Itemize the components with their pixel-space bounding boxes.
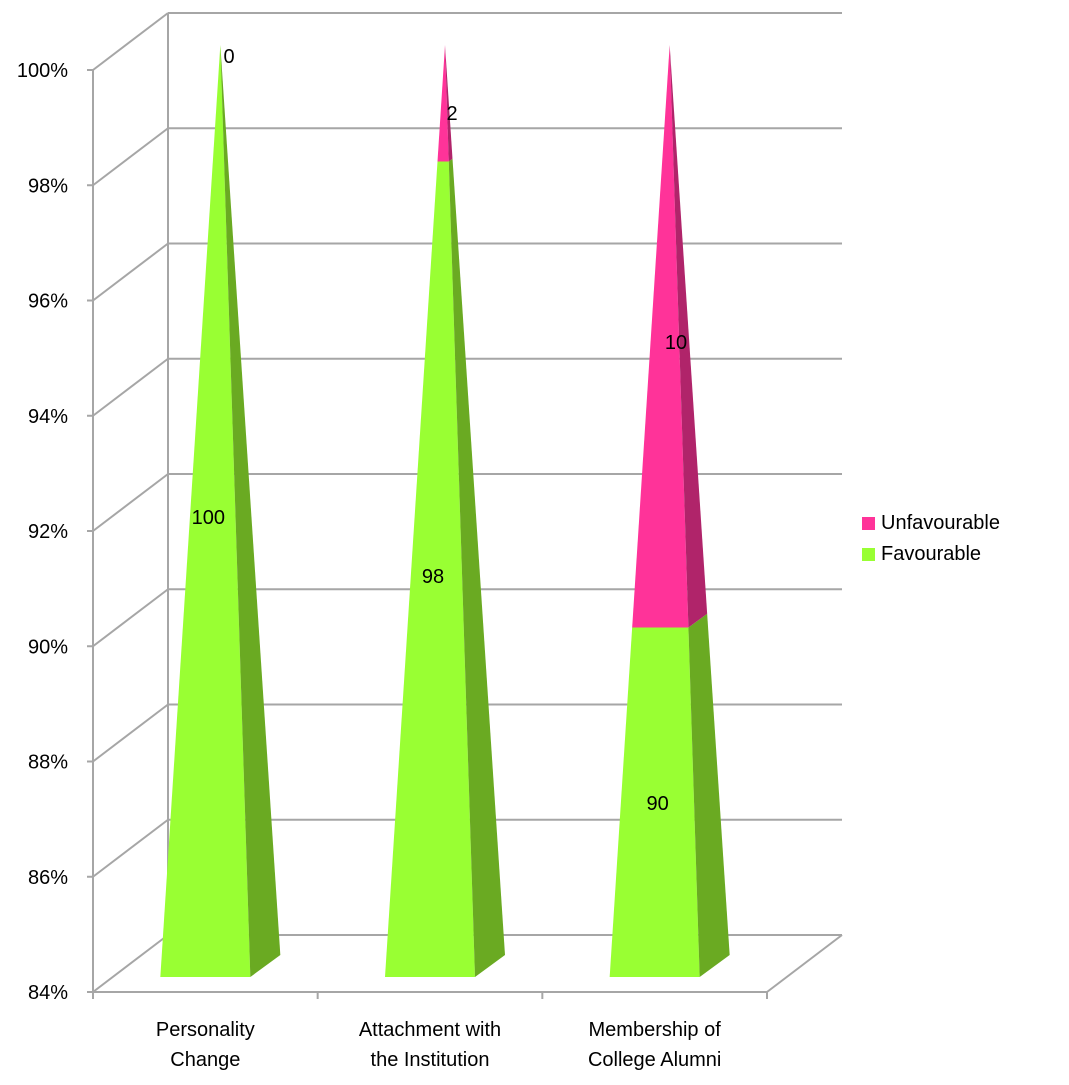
data-label-unfavourable: 2 (446, 103, 457, 125)
pyramid-favourable-side (448, 158, 505, 977)
y-axis-ticks: 84% 86% 88% 90% 92% 94% 96% 98% 100% (17, 60, 93, 1004)
legend: Unfavourable Favourable (862, 508, 1000, 570)
y-tick-label: 98% (28, 175, 68, 197)
y-tick-label: 90% (28, 636, 68, 658)
data-label-unfavourable: 0 (223, 46, 234, 68)
gridline-side (92, 588, 169, 648)
x-category-label: the Institution (371, 1049, 490, 1071)
gridline-side (92, 818, 169, 878)
y-tick-label: 92% (28, 521, 68, 543)
legend-swatch-unfavourable (862, 517, 875, 530)
legend-swatch-favourable (862, 548, 875, 561)
pyramid-unfavourable-side (445, 45, 453, 162)
legend-item-unfavourable: Unfavourable (862, 508, 1000, 539)
y-tick-label: 88% (28, 752, 68, 774)
data-label-unfavourable: 10 (665, 332, 687, 354)
data-label-favourable: 98 (422, 566, 444, 588)
pyramid-favourable-side (220, 45, 281, 977)
data-labels: 100 0 98 2 90 10 (192, 46, 687, 815)
x-axis-labels: Personality Change Attachment with the Inst… (156, 1019, 722, 1071)
x-category-label: Change (170, 1049, 240, 1071)
pyramid-favourable-side (688, 613, 730, 977)
legend-label-unfavourable: Unfavourable (881, 512, 1000, 534)
y-tick-label: 96% (28, 291, 68, 313)
pyramid-series (160, 45, 730, 977)
legend-item-favourable: Favourable (862, 539, 1000, 570)
x-axis (92, 992, 768, 999)
gridline-side (92, 703, 169, 763)
gridline-side (92, 127, 169, 187)
pyramid-favourable-front (609, 627, 700, 977)
gridline-side (92, 473, 169, 532)
gridline-side (92, 242, 169, 302)
x-category-label: Personality (156, 1019, 255, 1041)
gridline-side (92, 12, 169, 71)
y-tick-label: 100% (17, 60, 68, 82)
legend-label-favourable: Favourable (881, 543, 982, 565)
y-tick-label: 86% (28, 867, 68, 889)
gridline-side (92, 934, 169, 993)
gridlines (92, 12, 842, 993)
pyramid-unfavourable-side (669, 45, 708, 628)
data-label-favourable: 100 (192, 507, 225, 529)
y-tick-label: 84% (28, 982, 68, 1004)
x-category-label: Membership of (589, 1019, 722, 1041)
data-label-favourable: 90 (647, 793, 669, 815)
x-category-label: College Alumni (588, 1049, 721, 1071)
floor-right-edge (766, 934, 843, 993)
pyramid-favourable-front (385, 161, 475, 977)
x-category-label: Attachment with (359, 1019, 501, 1041)
gridline-side (92, 357, 169, 417)
y-tick-label: 94% (28, 406, 68, 428)
